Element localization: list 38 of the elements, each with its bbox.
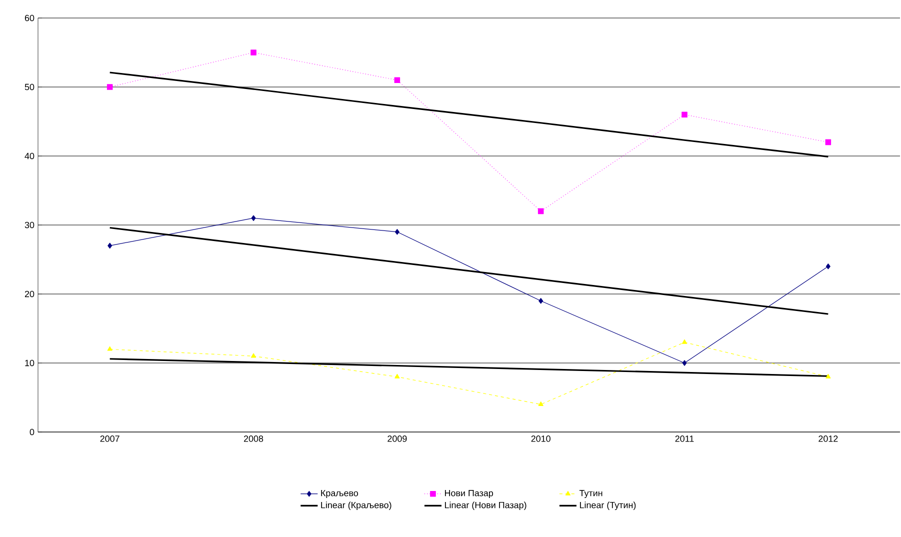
y-tick-label: 0 [30, 428, 34, 436]
point [682, 360, 687, 366]
x-tick-label: 2011 [675, 436, 694, 442]
x-tick-label: 2009 [388, 436, 407, 442]
legend-label: Нови Пазар [444, 490, 494, 498]
point [107, 346, 112, 351]
x-tick-label: 2007 [100, 436, 120, 442]
point [682, 339, 688, 344]
y-tick-label: 20 [24, 290, 34, 298]
y-tick-label: 60 [24, 14, 34, 22]
point [394, 77, 400, 83]
y-tick-label: 50 [24, 84, 34, 90]
point [538, 298, 544, 304]
legend-label: Тутин [579, 490, 602, 498]
point [108, 242, 112, 249]
legend-label: Краљево [321, 490, 358, 498]
x-tick-label: 2008 [244, 436, 264, 442]
point [538, 402, 544, 406]
point [106, 84, 113, 90]
x-tick-label: 2010 [531, 436, 550, 442]
y-tick-label: 10 [25, 360, 34, 366]
point [682, 112, 688, 118]
point [250, 50, 256, 56]
x-tick-label: 2012 [818, 436, 838, 442]
point [826, 264, 830, 270]
y-tick-label: 40 [24, 152, 34, 160]
y-tick-label: 30 [24, 222, 34, 228]
point [825, 139, 832, 146]
point [538, 208, 544, 214]
legend-label: Linear (Краљево) [321, 502, 392, 510]
legend-label: Linear (Нови Пазар) [444, 502, 526, 510]
point [394, 229, 400, 235]
point [826, 374, 831, 378]
point [251, 215, 256, 221]
legend-label: Linear (Тутин) [580, 502, 636, 510]
line-series [109, 72, 829, 158]
point [394, 374, 400, 378]
point [250, 353, 256, 358]
